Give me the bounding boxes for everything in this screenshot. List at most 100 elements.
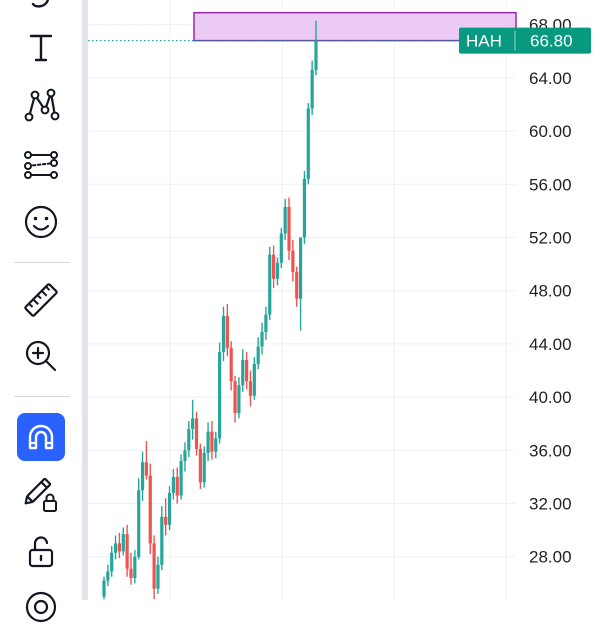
- pattern-tool-icon: [24, 88, 60, 122]
- chart-grid: [88, 0, 516, 600]
- candle-body: [229, 347, 233, 382]
- candle-body: [156, 564, 160, 589]
- symbol-label: HAH: [466, 32, 502, 51]
- candle-body: [291, 250, 295, 273]
- candle-body: [152, 543, 156, 589]
- candle-body: [218, 351, 222, 439]
- toolbar-divider: [14, 262, 70, 263]
- last-price-label: 66.80: [530, 32, 573, 51]
- unlock-all-icon: [28, 536, 54, 568]
- candle-body: [175, 476, 179, 496]
- price-tick-label: 40.00: [529, 388, 572, 407]
- price-badge-bg: [459, 27, 591, 54]
- price-tick-label: 64.00: [529, 69, 572, 88]
- price-tick-label: 28.00: [529, 548, 572, 567]
- candle-body: [279, 233, 283, 263]
- candle-body: [191, 418, 195, 430]
- candle-body: [125, 534, 129, 569]
- candle-body: [129, 568, 133, 579]
- candle-body: [133, 556, 137, 579]
- emoji-tool-icon: [24, 205, 58, 239]
- ruler-tool-button[interactable]: [17, 276, 65, 324]
- candle-body: [314, 40, 318, 70]
- prediction-tool-icon: [24, 151, 58, 179]
- candle-body: [194, 418, 199, 449]
- candle-body: [113, 543, 118, 553]
- candle-body: [268, 254, 272, 315]
- candle-body: [164, 516, 168, 525]
- candlestick-series: [102, 20, 318, 600]
- price-tick-label: 60.00: [529, 122, 572, 141]
- candle-body: [310, 69, 314, 109]
- price-chart[interactable]: 68.0064.0060.0056.0052.0048.0044.0040.00…: [88, 0, 600, 600]
- candle-body: [256, 346, 260, 364]
- candle-body: [233, 381, 237, 414]
- candle-body: [295, 272, 299, 299]
- candle-body: [110, 552, 114, 572]
- candle-body: [287, 206, 291, 251]
- curve-tool-button[interactable]: [17, 0, 65, 24]
- candle-body: [272, 254, 276, 279]
- price-axis[interactable]: 68.0064.0060.0056.0052.0048.0044.0040.00…: [529, 16, 572, 567]
- candle-body: [206, 431, 210, 453]
- price-tick-label: 56.00: [529, 175, 572, 194]
- candle-body: [179, 460, 183, 496]
- price-tick-label: 32.00: [529, 495, 572, 514]
- toolbar-divider: [14, 396, 70, 397]
- candle-body: [214, 438, 218, 452]
- candle-body: [137, 490, 141, 557]
- candle-body: [302, 178, 307, 238]
- candle-body: [183, 450, 187, 461]
- lock-drawings-icon: [24, 477, 57, 512]
- price-tick-label: 52.00: [529, 228, 572, 247]
- candle-body: [298, 237, 303, 299]
- candle-body: [144, 462, 148, 476]
- unlock-all-button[interactable]: [17, 528, 65, 576]
- prediction-tool-button[interactable]: [17, 141, 65, 189]
- ruler-tool-icon: [24, 283, 58, 317]
- price-tick-label: 36.00: [529, 441, 572, 460]
- candle-body: [198, 448, 202, 483]
- candle-body: [241, 359, 245, 386]
- text-tool-icon: [29, 34, 53, 62]
- lock-drawings-button[interactable]: [17, 470, 65, 518]
- candle-body: [283, 206, 287, 234]
- settings-tool-button[interactable]: [17, 583, 65, 631]
- candle-body: [148, 475, 152, 544]
- drawing-toolbar: [0, 0, 82, 623]
- candle-body: [237, 385, 241, 414]
- eye-icon: [25, 591, 57, 623]
- candle-body: [248, 381, 253, 396]
- candle-body: [252, 363, 256, 396]
- candle-body: [225, 315, 229, 348]
- candle-body: [140, 462, 145, 491]
- price-tick-label: 48.00: [529, 282, 572, 301]
- candle-body: [160, 516, 164, 565]
- candle-body: [171, 476, 175, 493]
- candle-body: [106, 571, 110, 581]
- candle-body: [121, 534, 125, 552]
- toolbar-border: [82, 0, 88, 600]
- candle-body: [117, 543, 122, 552]
- candle-body: [275, 262, 280, 279]
- candle-body: [202, 452, 206, 483]
- candle-body: [260, 331, 264, 347]
- zoom-in-tool-icon: [25, 340, 57, 372]
- candle-body: [306, 108, 310, 179]
- candle-body: [245, 359, 249, 382]
- curve-tool-icon: [31, 0, 49, 8]
- text-tool-button[interactable]: [17, 23, 65, 71]
- candle-body: [167, 492, 172, 525]
- price-tick-label: 44.00: [529, 335, 572, 354]
- candle-body: [264, 314, 268, 332]
- magnet-mode-icon: [28, 424, 54, 450]
- price-badge: HAH 66.80: [459, 27, 591, 54]
- candle-body: [187, 429, 191, 451]
- zoom-in-tool-button[interactable]: [17, 332, 65, 380]
- magnet-mode-button[interactable]: [17, 413, 65, 461]
- candle-body: [102, 580, 106, 597]
- pattern-tool-button[interactable]: [17, 81, 65, 129]
- candle-body: [210, 431, 214, 452]
- candle-body: [221, 315, 226, 352]
- emoji-tool-button[interactable]: [17, 198, 65, 246]
